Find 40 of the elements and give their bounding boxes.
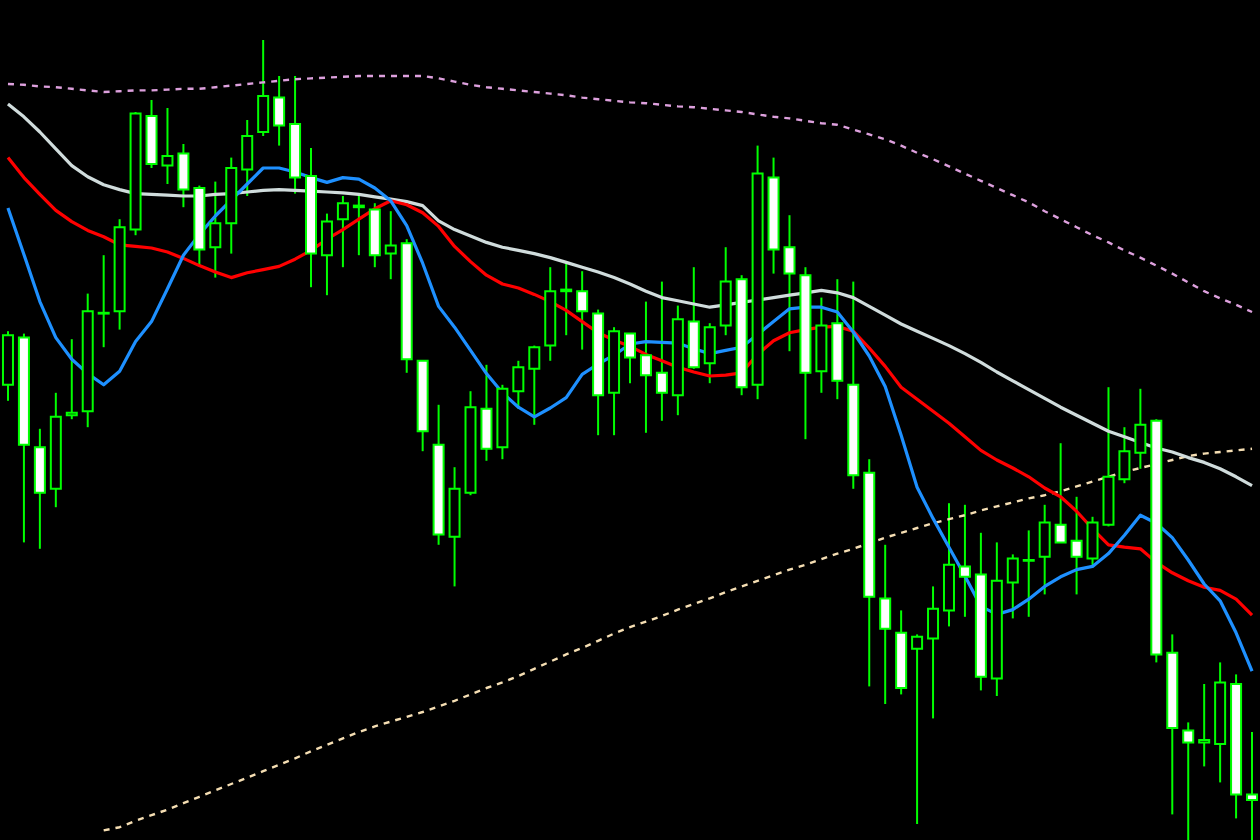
candlestick (241, 119, 254, 197)
candlestick (958, 503, 971, 618)
candlestick (352, 195, 365, 257)
candlestick (1246, 731, 1259, 840)
candlestick (33, 427, 46, 550)
candlestick (97, 254, 110, 349)
candlestick (703, 322, 716, 385)
candlestick (448, 466, 461, 588)
candlestick (209, 180, 222, 279)
candlestick (655, 280, 668, 422)
candlestick (368, 202, 381, 269)
candlestick (1182, 721, 1195, 840)
candlestick (177, 143, 190, 209)
candlestick (1118, 426, 1131, 485)
candlestick (1038, 503, 1051, 596)
candlestick (1022, 529, 1035, 618)
candlestick (687, 266, 700, 370)
candlestick (512, 359, 525, 410)
candlestick (879, 543, 892, 705)
candlestick (384, 210, 397, 281)
candlestick (911, 633, 924, 825)
candlestick (560, 262, 573, 337)
candlestick (320, 212, 333, 297)
candlestick (257, 39, 270, 137)
candlestick (942, 502, 955, 628)
candlestick (927, 585, 940, 720)
candlestick (336, 195, 349, 269)
candlestick (719, 246, 732, 337)
candlestick (528, 344, 541, 426)
candlestick (624, 332, 636, 385)
candlestick (1134, 387, 1147, 470)
candlestick (1006, 553, 1019, 620)
candlestick (576, 270, 589, 351)
candlestick (1054, 442, 1067, 544)
candlestick (65, 338, 78, 421)
candlestick (273, 75, 286, 147)
candlestick (815, 296, 828, 394)
candlestick (1070, 495, 1083, 596)
candlestick (639, 300, 652, 434)
candlestick (1198, 683, 1211, 768)
